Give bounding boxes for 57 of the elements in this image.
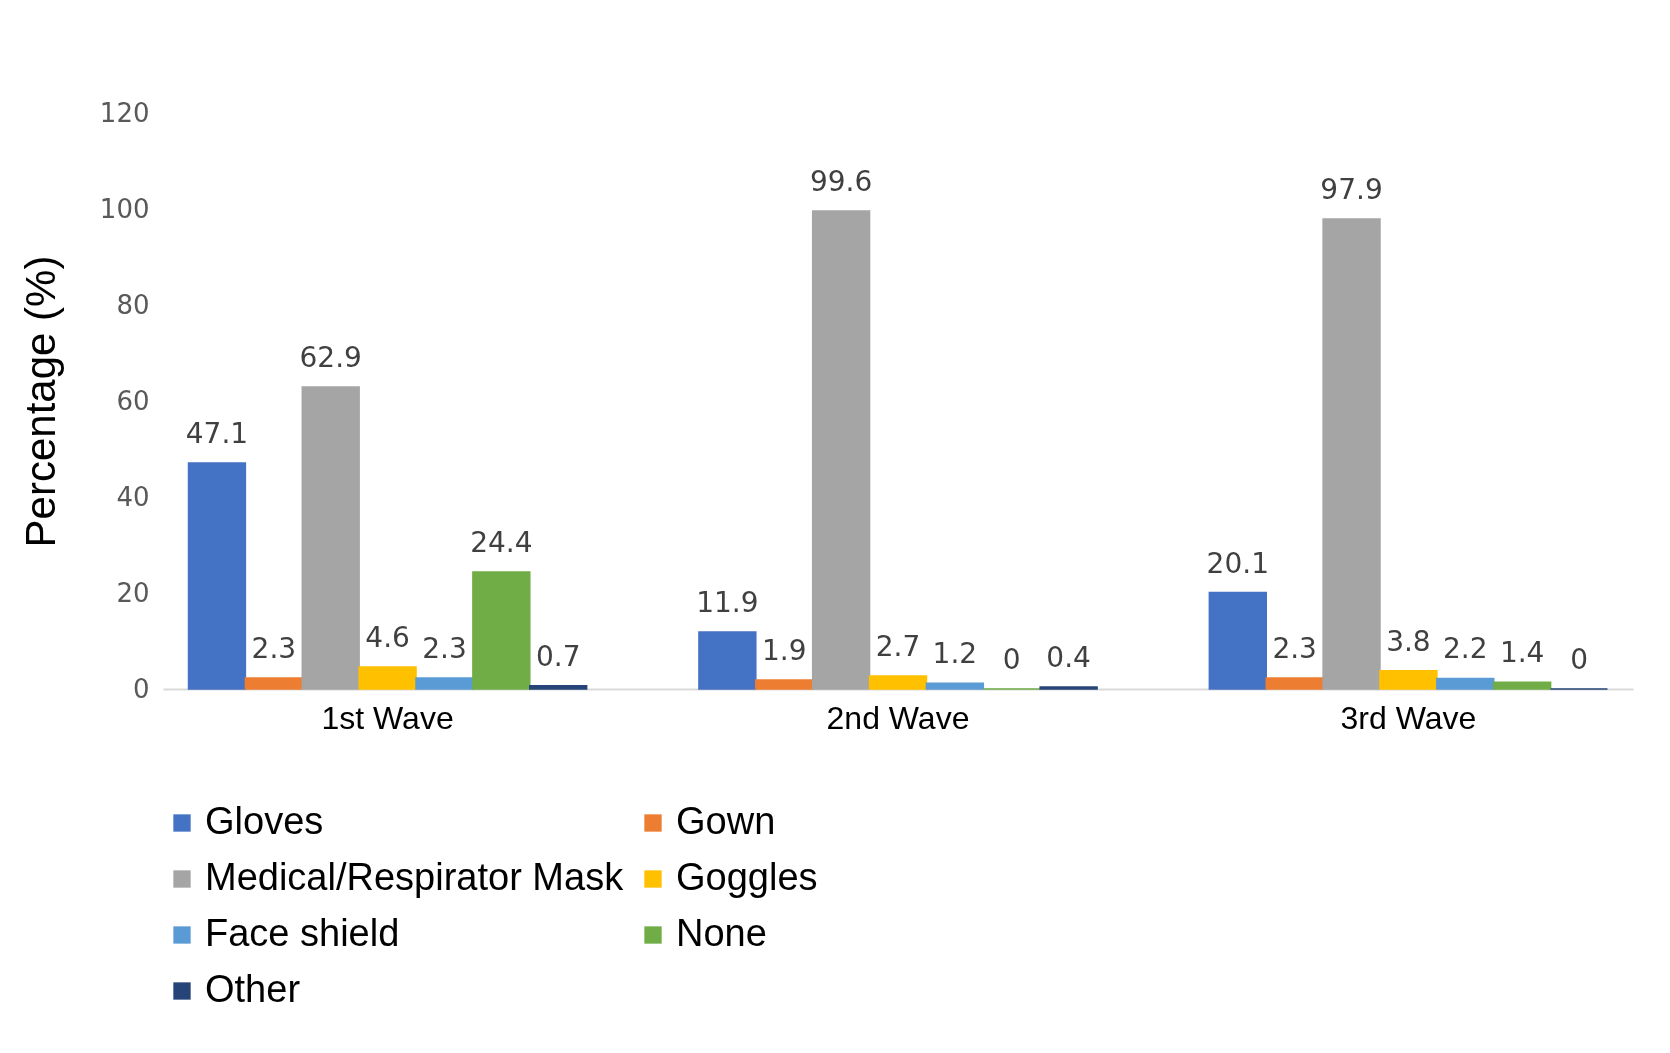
bar <box>1208 591 1267 690</box>
bar <box>811 210 871 690</box>
data-label: 97.9 <box>1320 173 1383 207</box>
y-tick-label: 80 <box>116 289 150 320</box>
bar <box>187 462 247 690</box>
x-tick-label: 2nd Wave <box>826 699 970 736</box>
data-label: 47.1 <box>185 416 249 450</box>
bar <box>925 682 985 690</box>
data-label: 24.4 <box>470 525 533 559</box>
bar <box>1322 218 1381 690</box>
legend-label: Other <box>205 968 301 1010</box>
data-label: 3.8 <box>1386 624 1431 658</box>
data-label: 2.7 <box>875 630 921 664</box>
data-label: 2.3 <box>422 631 467 665</box>
data-label: 4.6 <box>365 620 410 654</box>
y-axis-title: Percentage (%) <box>16 255 64 548</box>
x-tick-label: 3rd Wave <box>1340 699 1477 736</box>
data-label: 0.4 <box>1046 641 1091 675</box>
bar <box>301 386 360 690</box>
bar <box>358 666 417 690</box>
bar <box>1492 681 1552 690</box>
y-tick-label: 0 <box>132 673 150 704</box>
data-label: 1.4 <box>1499 636 1545 670</box>
legend-label: Goggles <box>676 856 818 898</box>
data-label: 1.9 <box>761 633 807 667</box>
bar <box>244 677 304 690</box>
legend-label: Gown <box>676 800 776 842</box>
legend-label: Gloves <box>205 800 324 842</box>
bar <box>1379 670 1438 690</box>
x-tick-label: 1st Wave <box>321 699 454 736</box>
y-tick-label: 60 <box>116 385 150 416</box>
bar <box>1436 677 1495 690</box>
bar <box>472 571 531 690</box>
y-tick-label: 120 <box>99 97 150 128</box>
legend-label: Medical/Respirator Mask <box>205 856 625 898</box>
bar <box>698 631 757 690</box>
data-label: 1.2 <box>932 637 978 671</box>
bar <box>1265 677 1324 690</box>
data-label: 20.1 <box>1206 546 1269 580</box>
data-label: 2.3 <box>251 631 297 665</box>
y-tick-label: 100 <box>99 193 150 224</box>
data-label: 2.2 <box>1443 632 1488 666</box>
y-tick-label: 20 <box>116 577 150 608</box>
bar <box>415 677 474 690</box>
data-label: 2.3 <box>1272 631 1317 665</box>
data-label: 99.6 <box>809 164 873 198</box>
data-label: 0 <box>1570 643 1588 676</box>
data-label: 62.9 <box>299 341 362 375</box>
y-tick-label: 40 <box>116 481 150 512</box>
data-label: 11.9 <box>696 585 759 619</box>
legend-label: Face shield <box>205 912 400 954</box>
bar <box>529 684 588 690</box>
bar <box>868 675 928 690</box>
legend-label: None <box>676 912 767 954</box>
bar <box>755 679 814 690</box>
data-label: 0 <box>1002 643 1021 676</box>
data-label: 0.7 <box>535 639 581 673</box>
